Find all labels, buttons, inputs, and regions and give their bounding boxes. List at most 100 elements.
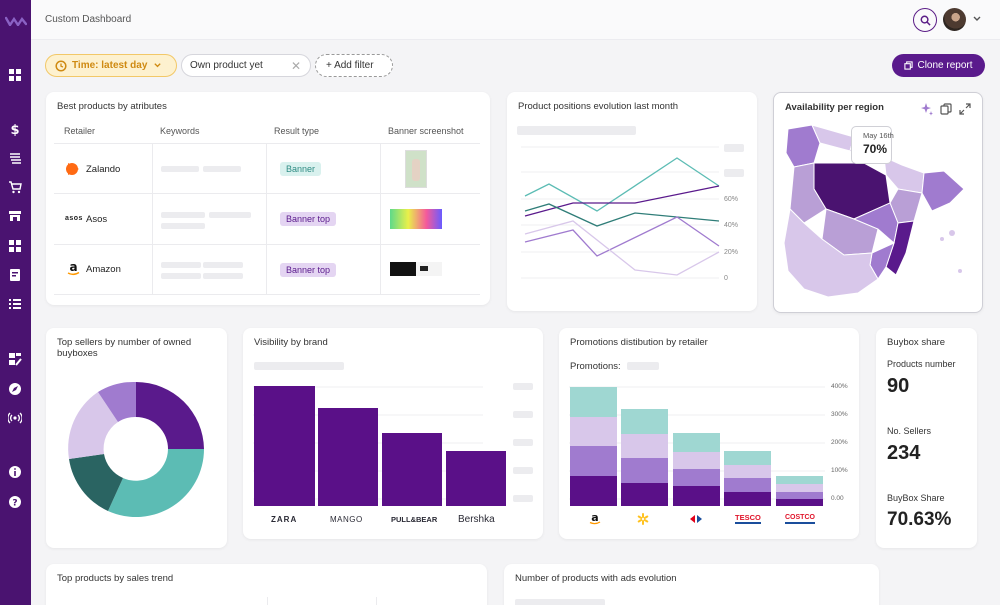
tooltip-value: 70%: [863, 142, 888, 156]
products-number-value: 90: [887, 375, 910, 397]
report-icon[interactable]: [8, 268, 22, 282]
ads-evolution-card: Number of products with ads evolution: [504, 564, 879, 605]
card-title: Product positions evolution last month: [518, 101, 679, 112]
y-tick: 100%: [831, 467, 848, 474]
search-button[interactable]: [913, 8, 937, 32]
positions-line-chart: [521, 146, 720, 279]
signal-icon[interactable]: [8, 411, 22, 425]
stack-icon[interactable]: [8, 151, 22, 165]
compass-icon[interactable]: [8, 382, 22, 396]
info-icon[interactable]: [8, 465, 22, 479]
dashboard-icon[interactable]: [8, 68, 22, 82]
divider: [54, 193, 480, 194]
products-number-label: Products number: [887, 359, 956, 369]
search-icon: [920, 15, 931, 26]
amazon-logo: a: [67, 261, 80, 276]
retailer-logo: COSTCO: [785, 514, 815, 524]
time-filter[interactable]: Time: latest day: [45, 54, 177, 77]
card-title: Availability per region: [785, 102, 884, 113]
time-filter-label: Time: latest day: [72, 60, 148, 71]
retailer-name: Zalando: [86, 164, 121, 175]
dollar-icon[interactable]: $: [8, 122, 22, 136]
svg-text:?: ?: [12, 499, 17, 509]
add-filter-button[interactable]: + Add filter: [315, 54, 393, 77]
column-header: Banner screenshot: [388, 126, 464, 136]
y-tick: 200%: [831, 439, 848, 446]
positions-card: Product positions evolution last month 6…: [507, 92, 757, 311]
banner-screenshot[interactable]: [390, 262, 442, 276]
column-header: Result type: [274, 126, 320, 136]
divider: [380, 143, 381, 294]
clone-report-label: Clone report: [917, 60, 973, 71]
cart-icon[interactable]: [8, 180, 22, 194]
clone-report-button[interactable]: Clone report: [892, 54, 985, 77]
product-filter-value: Own product yet: [190, 60, 263, 71]
card-title: Visibility by brand: [254, 337, 328, 348]
column-header: Retailer: [64, 126, 96, 136]
buybox-share-value: 70.63%: [887, 509, 952, 530]
banner-screenshot[interactable]: [390, 209, 442, 229]
card-title: Promotions distibution by retailer: [570, 337, 708, 348]
close-icon[interactable]: ✕: [290, 59, 301, 73]
result-type-chip: Banner top: [280, 212, 337, 226]
promotions-subtitle: Promotions:: [570, 361, 621, 372]
column-header: Keywords: [160, 126, 200, 136]
promotions-stacked-bar-chart: [569, 386, 825, 506]
svg-text:a: a: [591, 512, 598, 524]
y-tick: 0: [724, 275, 728, 282]
divider: [54, 244, 480, 245]
divider: [54, 143, 480, 144]
list-icon[interactable]: [8, 297, 22, 311]
sellers-value: 234: [887, 442, 921, 464]
map-tooltip: May 16th 70%: [851, 126, 894, 164]
store-icon[interactable]: [8, 209, 22, 223]
result-type-chip: Banner top: [280, 263, 337, 277]
y-tick: 400%: [831, 383, 848, 390]
y-tick: 60%: [724, 196, 739, 203]
svg-text:a: a: [69, 261, 77, 274]
top-sellers-donut-chart: [68, 381, 205, 518]
divider: [152, 143, 153, 294]
best-products-card: Best products by atributes Retailer Keyw…: [46, 92, 490, 305]
visibility-bar-chart: [253, 386, 506, 506]
top-sellers-card: Top sellers by number of owned buyboxes: [46, 328, 227, 548]
brand-label: PULL&BEAR: [391, 515, 438, 524]
amazon-logo: a: [589, 512, 601, 525]
divider: [266, 143, 267, 294]
visibility-card: Visibility by brand ZARA MANGO PULL&BEAR…: [243, 328, 543, 539]
promotions-card: Promotions distibution by retailer Promo…: [559, 328, 859, 539]
carrefour-logo: [690, 515, 702, 523]
zalando-logo: [66, 163, 79, 175]
logo-icon[interactable]: [5, 14, 27, 28]
retailer-name: Amazon: [86, 264, 121, 275]
expand-icon[interactable]: [959, 103, 971, 115]
chevron-down-icon[interactable]: [972, 14, 982, 24]
sparkle-icon[interactable]: [920, 102, 934, 116]
breadcrumb: Custom Dashboard: [45, 14, 132, 25]
card-title: Top products by sales trend: [57, 573, 174, 584]
brand-label: Bershka: [458, 514, 495, 525]
help-icon[interactable]: ?: [8, 495, 22, 509]
y-tick: 40%: [724, 222, 739, 229]
sales-trend-card: Top products by sales trend: [46, 564, 487, 605]
card-title: Top sellers by number of owned buyboxes: [57, 337, 192, 359]
availability-card: Availability per region May 16th 70%: [773, 92, 983, 313]
y-tick: 20%: [724, 249, 739, 256]
avatar[interactable]: [943, 8, 966, 31]
edit-report-icon[interactable]: [8, 352, 22, 366]
result-type-chip: Banner: [280, 162, 322, 176]
banner-screenshot[interactable]: [405, 150, 427, 188]
asos-logo: asos: [65, 215, 83, 222]
product-filter[interactable]: Own product yet ✕: [181, 54, 311, 77]
buybox-share-label: BuyBox Share: [887, 493, 945, 503]
grid-icon[interactable]: [8, 239, 22, 253]
y-tick: 300%: [831, 411, 848, 418]
copy-icon[interactable]: [940, 103, 952, 115]
walmart-logo: [637, 513, 649, 525]
retailer-logo: TESCO: [735, 513, 761, 524]
y-tick: 0.00: [831, 495, 844, 502]
sidebar: $ ?: [0, 0, 31, 605]
copy-icon: [904, 61, 914, 70]
buybox-card: Buybox share Products number 90 No. Sell…: [876, 328, 977, 548]
brand-label: ZARA: [271, 515, 298, 524]
